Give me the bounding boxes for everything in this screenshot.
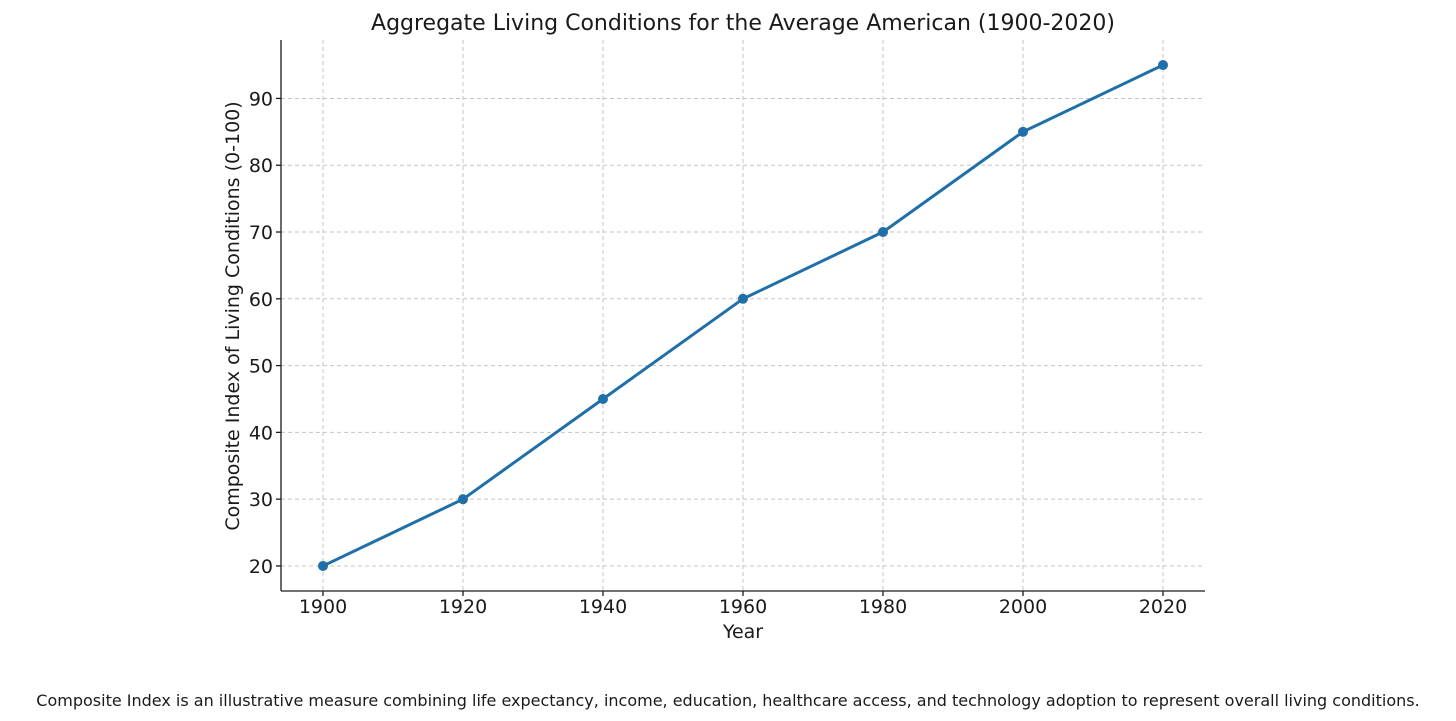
x-tick-label: 1960 [719, 596, 767, 618]
data-point [458, 494, 468, 505]
x-tick-label: 1940 [579, 596, 627, 618]
x-tick-label: 2020 [1139, 596, 1187, 618]
data-point [878, 227, 888, 238]
data-point [318, 560, 328, 571]
tick-labels: 1900 1920 1940 1960 1980 2000 2020203040506070… [249, 88, 1187, 618]
data-point [1158, 60, 1168, 71]
x-tick-label: 1920 [439, 596, 487, 618]
y-tick-label: 60 [249, 289, 273, 311]
chart-caption: Composite Index is an illustrative measu… [36, 691, 1419, 710]
y-tick-label: 70 [249, 222, 273, 244]
data-point [1018, 126, 1028, 137]
x-tick-label: 2000 [999, 596, 1047, 618]
grid-lines [281, 40, 1205, 591]
y-tick-label: 80 [249, 155, 273, 177]
y-tick-label: 30 [249, 489, 273, 511]
data-series [318, 60, 1168, 571]
data-point [598, 393, 608, 404]
x-axis-label: Year [722, 621, 763, 643]
data-point [738, 293, 748, 304]
x-tick-label: 1900 [299, 596, 347, 618]
y-tick-label: 50 [249, 356, 273, 378]
y-tick-label: 40 [249, 422, 273, 444]
chart-title: Aggregate Living Conditions for the Aver… [371, 11, 1115, 36]
y-tick-label: 90 [249, 88, 273, 110]
y-tick-label: 20 [249, 556, 273, 578]
y-axis-label: Composite Index of Living Conditions (0-… [222, 101, 244, 530]
x-tick-label: 1980 [859, 596, 907, 618]
